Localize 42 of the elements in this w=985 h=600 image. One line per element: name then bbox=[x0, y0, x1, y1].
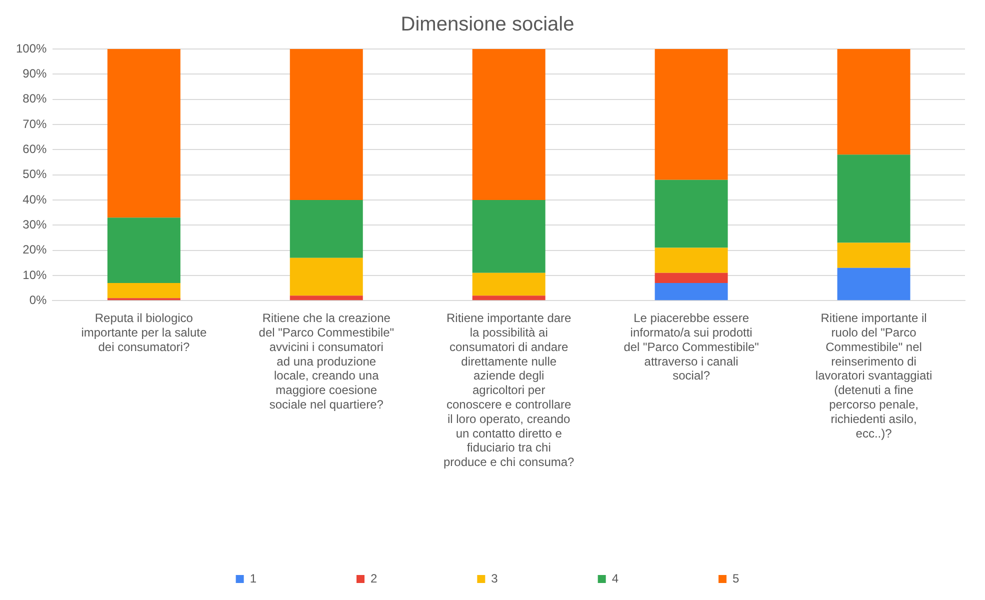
bar bbox=[290, 49, 363, 200]
x-tick-label: Reputa il biologico importante per la salute dei consumatori? bbox=[81, 311, 207, 354]
legend-label: 3 bbox=[491, 571, 498, 586]
bar bbox=[654, 282, 728, 300]
bar bbox=[472, 296, 546, 300]
category-label: Ritiene importante dare la possibilità ai consumatori di andare direttamente nulle aziende degli agricoltori per conoscere e controllare il loro operato, creando un contatto diretto e fiduciario tra chi produce e chi consuma? bbox=[443, 311, 574, 470]
bar bbox=[472, 200, 546, 273]
category-label: Ritiene importante il ruolo del "Parco Commestibile" nel reinserimento di lavoratori svantaggiati (detenuti a fine percorso penale, richiedenti asilo, ecc..)? bbox=[815, 311, 932, 440]
y-tick-label: 40% bbox=[22, 192, 48, 206]
bar bbox=[290, 200, 363, 258]
bar bbox=[837, 154, 910, 243]
bar bbox=[107, 218, 180, 283]
bar bbox=[290, 258, 363, 296]
y-tick-label: 60% bbox=[22, 142, 48, 156]
y-tick-label: 50% bbox=[22, 167, 48, 182]
bar bbox=[107, 49, 180, 218]
bar bbox=[837, 49, 910, 155]
x-tick-label: Ritiene che la creazione del "Parco Commestibile" avvicini i consumatori ad una produzione locale, creando una maggiore coesione sociale nel quartiere? bbox=[258, 311, 394, 412]
bar bbox=[654, 248, 728, 273]
y-tick-label: 90% bbox=[22, 66, 48, 80]
y-tick-label: 70% bbox=[22, 116, 48, 131]
bar bbox=[472, 272, 546, 296]
legend-label: 5 bbox=[732, 571, 740, 586]
legend-label: 2 bbox=[370, 571, 378, 586]
bar bbox=[654, 180, 728, 248]
y-tick-label: 20% bbox=[22, 242, 48, 257]
legend-label: 4 bbox=[612, 571, 619, 586]
legend-label: 1 bbox=[250, 571, 257, 586]
y-tick-label: 0% bbox=[29, 292, 48, 307]
y-tick-label: 80% bbox=[22, 92, 48, 106]
bar bbox=[290, 296, 363, 300]
bar bbox=[472, 49, 546, 200]
y-tick-label: 10% bbox=[22, 268, 48, 282]
bar bbox=[837, 242, 910, 268]
bar bbox=[837, 268, 910, 300]
chart-title: Dimensione sociale bbox=[400, 14, 574, 36]
bar bbox=[654, 272, 728, 283]
bar bbox=[654, 49, 728, 180]
x-tick-label: Le piacerebbe essere informato/a sui prodotti del "Parco Commestibile" attraverso i canali social? bbox=[624, 311, 759, 383]
y-tick-label: 100% bbox=[16, 41, 48, 56]
y-tick-label: 30% bbox=[22, 217, 48, 232]
bar bbox=[107, 282, 180, 298]
